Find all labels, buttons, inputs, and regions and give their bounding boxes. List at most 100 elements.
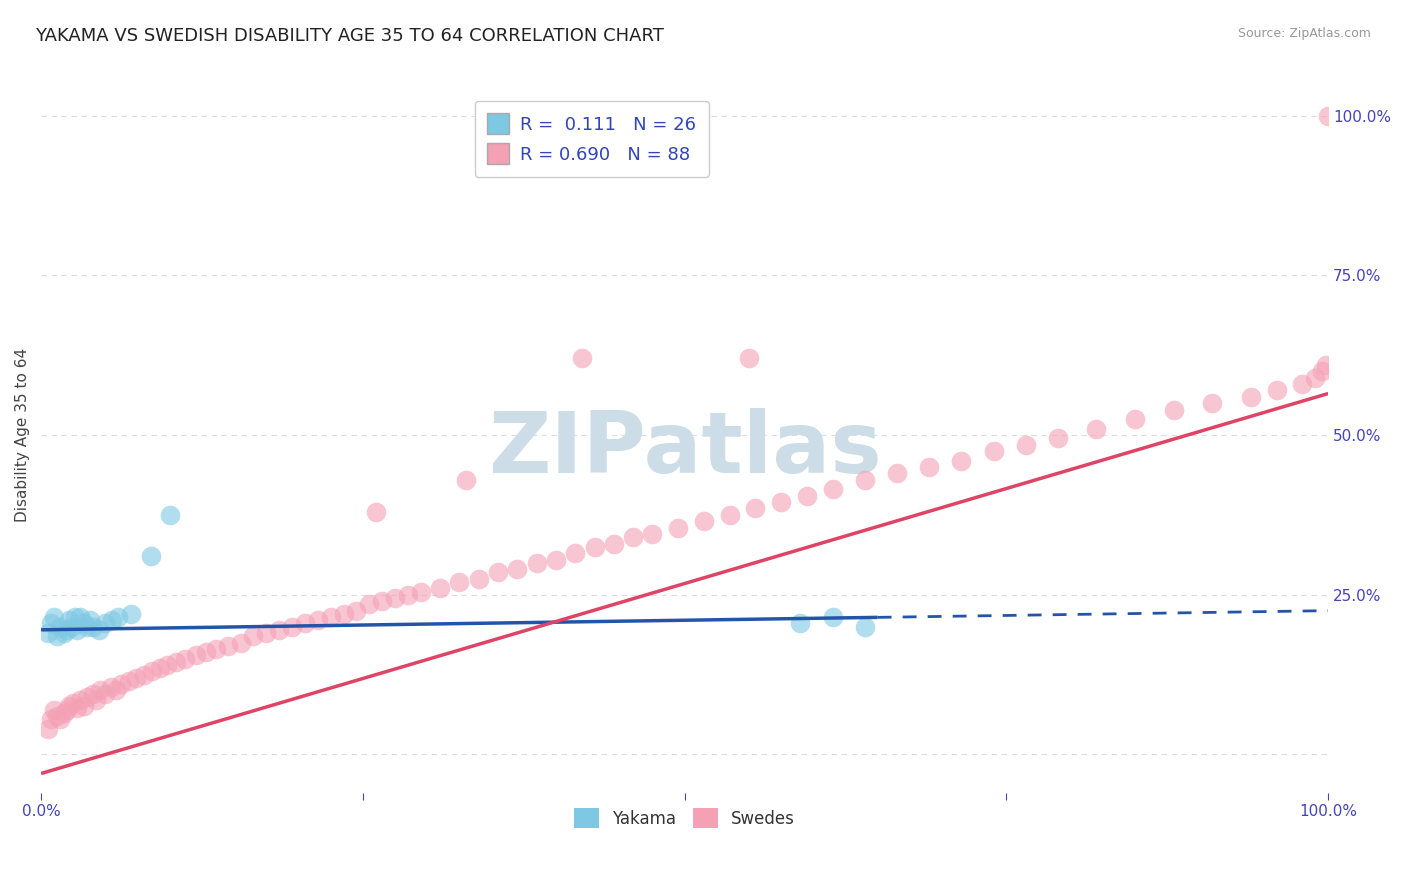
Point — [62, 696, 84, 710]
Point — [409, 584, 432, 599]
Point — [242, 629, 264, 643]
Point — [66, 701, 89, 715]
Point — [110, 677, 132, 691]
Point — [1240, 390, 1263, 404]
Point — [396, 588, 419, 602]
Point — [821, 610, 844, 624]
Point — [205, 642, 228, 657]
Point — [1015, 437, 1038, 451]
Y-axis label: Disability Age 35 to 64: Disability Age 35 to 64 — [15, 348, 30, 522]
Point — [49, 712, 72, 726]
Legend: Yakama, Swedes: Yakama, Swedes — [568, 802, 801, 834]
Point — [449, 574, 471, 589]
Point — [156, 657, 179, 672]
Point — [564, 546, 586, 560]
Point — [1201, 396, 1223, 410]
Point — [693, 514, 716, 528]
Text: Source: ZipAtlas.com: Source: ZipAtlas.com — [1237, 27, 1371, 40]
Point — [796, 489, 818, 503]
Point — [770, 495, 793, 509]
Point — [79, 613, 101, 627]
Point — [371, 594, 394, 608]
Point — [467, 572, 489, 586]
Point — [94, 616, 117, 631]
Point — [1303, 370, 1326, 384]
Point — [41, 712, 63, 726]
Point — [332, 607, 354, 621]
Point — [41, 616, 63, 631]
Point — [165, 655, 187, 669]
Point — [56, 703, 79, 717]
Point — [217, 639, 239, 653]
Point — [544, 552, 567, 566]
Point — [1046, 431, 1069, 445]
Point — [359, 597, 381, 611]
Point — [666, 521, 689, 535]
Point — [718, 508, 741, 522]
Point — [104, 683, 127, 698]
Point — [294, 616, 316, 631]
Point — [141, 665, 163, 679]
Point — [269, 623, 291, 637]
Point — [72, 616, 94, 631]
Point — [486, 566, 509, 580]
Point — [117, 673, 139, 688]
Point — [100, 681, 122, 695]
Point — [58, 613, 80, 627]
Point — [918, 460, 941, 475]
Point — [107, 610, 129, 624]
Point — [37, 722, 59, 736]
Point — [159, 508, 181, 522]
Point — [86, 693, 108, 707]
Point — [94, 687, 117, 701]
Point — [641, 527, 664, 541]
Text: ZIPatlas: ZIPatlas — [488, 408, 882, 491]
Point — [82, 619, 104, 633]
Point — [603, 536, 626, 550]
Point — [983, 444, 1005, 458]
Point — [621, 530, 644, 544]
Point — [789, 616, 811, 631]
Point — [307, 613, 329, 627]
Point — [583, 540, 606, 554]
Point — [76, 690, 98, 704]
Text: YAKAMA VS SWEDISH DISABILITY AGE 35 TO 64 CORRELATION CHART: YAKAMA VS SWEDISH DISABILITY AGE 35 TO 6… — [35, 27, 664, 45]
Point — [506, 562, 529, 576]
Point — [1315, 358, 1337, 372]
Point — [53, 706, 76, 720]
Point — [184, 648, 207, 663]
Point — [45, 629, 67, 643]
Point — [1085, 422, 1108, 436]
Point — [148, 661, 170, 675]
Point — [120, 607, 142, 621]
Point — [60, 619, 83, 633]
Point — [69, 610, 91, 624]
Point — [63, 610, 86, 624]
Point — [744, 501, 766, 516]
Point — [364, 505, 387, 519]
Point — [56, 623, 79, 637]
Point — [886, 467, 908, 481]
Point — [1123, 412, 1146, 426]
Point — [526, 556, 548, 570]
Point — [1317, 109, 1340, 123]
Point — [101, 613, 124, 627]
Point — [125, 671, 148, 685]
Point — [66, 623, 89, 637]
Point — [132, 667, 155, 681]
Point — [454, 473, 477, 487]
Point — [42, 610, 65, 624]
Point — [384, 591, 406, 605]
Point — [281, 619, 304, 633]
Point — [87, 623, 110, 637]
Point — [69, 693, 91, 707]
Point — [76, 619, 98, 633]
Point — [53, 626, 76, 640]
Point — [571, 351, 593, 366]
Point — [429, 582, 451, 596]
Point — [254, 626, 277, 640]
Point — [174, 651, 197, 665]
Point — [853, 473, 876, 487]
Point — [1163, 402, 1185, 417]
Point — [853, 619, 876, 633]
